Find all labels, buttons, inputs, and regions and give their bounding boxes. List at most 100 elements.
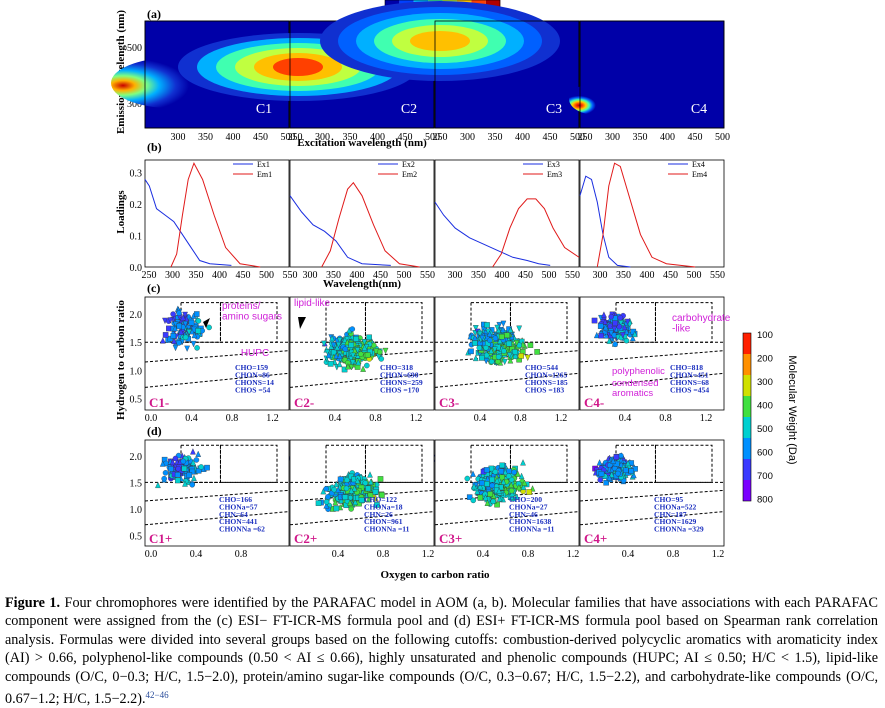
data-point-triangle-down <box>330 342 337 349</box>
mw-colorbar-tick: 500 <box>757 424 773 435</box>
label-line: CHON=1265 <box>525 371 567 380</box>
data-point-circle <box>607 462 613 468</box>
eem-xtick: 300 <box>171 132 186 143</box>
loadings-xtick: 500 <box>687 270 702 281</box>
label-line: 0.0 <box>145 549 158 560</box>
label-line: 400 <box>212 270 227 281</box>
vk-formula-count: CHN=187 <box>654 510 687 519</box>
eem-xtick: 400 <box>660 132 675 143</box>
data-point-triangle <box>513 493 520 500</box>
data-point-circle <box>616 323 623 330</box>
label-line: Ex3 <box>547 160 560 169</box>
data-point-circle <box>344 477 350 483</box>
data-point-circle <box>487 337 493 344</box>
label-line: CHONNa =62 <box>219 525 265 534</box>
eem-xtick: 400 <box>515 132 530 143</box>
eem-xtick: 500 <box>570 132 585 143</box>
data-point-triangle-down <box>324 349 331 356</box>
vk-formula-count: CHO=95 <box>654 495 683 504</box>
data-point-square <box>366 334 372 341</box>
data-point-square <box>483 467 490 473</box>
mw-colorbar-tick: 200 <box>757 354 773 365</box>
label-line: CHONa=27 <box>509 502 548 511</box>
vk-c-xtick: 0.4 <box>185 413 198 424</box>
vk-formula-count: CHONS=259 <box>380 378 423 387</box>
label-line: 500 <box>425 132 440 143</box>
loadings-xtick: 350 <box>471 270 486 281</box>
region-label-proteins: proteins/amino sugars <box>222 301 282 323</box>
label-line: 0.4 <box>619 413 632 424</box>
panel-letter: (b) <box>147 140 162 154</box>
label-line: 100 <box>757 330 773 341</box>
mw-colorbar-tick: 100 <box>757 330 773 341</box>
vk-formula-count: CHO=166 <box>219 495 252 504</box>
eem-xtick: 450 <box>253 132 268 143</box>
label-line: 0.8 <box>226 413 239 424</box>
loadings-xtick: 400 <box>495 270 510 281</box>
label-line: 0.4 <box>185 413 198 424</box>
label-line: 0.8 <box>514 413 527 424</box>
eem-panel: C3 250 300 350 400 450 500 <box>320 1 585 143</box>
loadings-xtick: 550 <box>710 270 725 281</box>
data-point-triangle-down <box>350 352 356 360</box>
label-line: 500 <box>570 132 585 143</box>
data-point-triangle-down <box>513 340 520 347</box>
label-line: 350 <box>633 132 648 143</box>
mw-colorbar-label: Molecular Weight (Da) <box>786 355 798 464</box>
data-point-circle <box>490 498 496 505</box>
region-carbohydrate-box <box>364 302 423 343</box>
label-line: 800 <box>757 495 773 506</box>
data-point-triangle-down <box>472 325 479 332</box>
label-line: CHO=200 <box>509 495 542 504</box>
data-point-square <box>374 502 380 508</box>
region-carbohydrate-box <box>509 302 568 343</box>
data-point-triangle <box>621 323 628 331</box>
data-point-triangle-down <box>524 354 531 362</box>
data-point-triangle <box>190 459 197 466</box>
label-line: 450 <box>398 132 413 143</box>
label-line: 0.8 <box>377 549 390 560</box>
label-line: 300 <box>448 270 463 281</box>
label-line: CHONa=57 <box>219 502 258 511</box>
data-point-triangle <box>472 354 479 362</box>
data-point-triangle <box>342 336 348 343</box>
vk-component-name: C2+ <box>294 531 317 546</box>
region-polyphenol-line <box>144 489 290 502</box>
excitation-curve <box>434 201 551 266</box>
vk-component-name: C1+ <box>149 531 172 546</box>
data-point-square <box>315 500 322 506</box>
data-point-triangle <box>335 486 341 493</box>
vk-d-xtick: 1.2 <box>422 549 435 560</box>
data-point-square <box>193 311 200 317</box>
data-point-circle <box>364 362 370 369</box>
data-point-circle <box>172 455 179 462</box>
data-point-square <box>337 476 344 483</box>
data-point-square <box>597 323 604 329</box>
data-point-square <box>364 352 371 358</box>
loadings-xtick: 300 <box>593 270 608 281</box>
region-condensed-line <box>579 511 725 526</box>
vk-component-name: C4+ <box>584 531 607 546</box>
data-point-circle <box>470 497 477 504</box>
eem-xtick: 450 <box>543 132 558 143</box>
data-point-triangle <box>482 494 489 501</box>
excitation-curve <box>579 175 631 268</box>
label-line: CHON=441 <box>219 517 258 526</box>
data-point-triangle-down <box>382 347 389 355</box>
legend-ex-label: Ex4 <box>692 160 705 169</box>
data-point-triangle <box>325 351 332 359</box>
data-point-triangle <box>500 478 507 485</box>
label-line: 0.8 <box>659 413 672 424</box>
vk-formula-count: CHON=690 <box>380 371 419 380</box>
vk-ylabel: Hydrogen to carbon ratio <box>115 300 127 420</box>
label-line: 450 <box>518 270 533 281</box>
label-line: CHONS=68 <box>670 378 709 387</box>
region-carbohydrate-box <box>654 302 713 343</box>
data-point-triangle-down <box>184 345 191 352</box>
data-point-triangle <box>360 365 366 372</box>
data-point-square <box>166 325 172 332</box>
label-line: 1.2 <box>567 549 580 560</box>
vk-component-name: C3- <box>439 395 459 410</box>
data-point-triangle <box>593 331 600 339</box>
